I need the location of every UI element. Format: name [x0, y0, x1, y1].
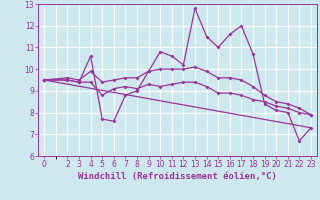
X-axis label: Windchill (Refroidissement éolien,°C): Windchill (Refroidissement éolien,°C) [78, 172, 277, 181]
